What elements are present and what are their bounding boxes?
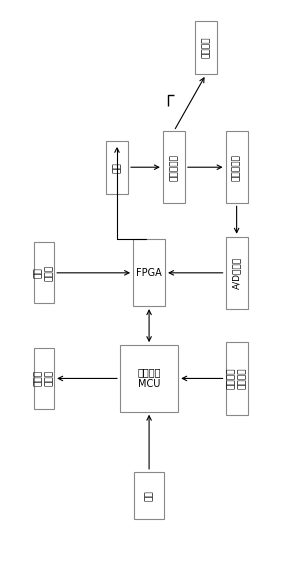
Text: 脉冲: 脉冲	[112, 162, 122, 173]
Text: 显示器
存储器: 显示器 存储器	[34, 371, 54, 387]
Bar	[134, 471, 164, 519]
Text: FPGA: FPGA	[136, 268, 162, 278]
Bar	[195, 21, 217, 74]
Bar	[34, 242, 54, 303]
Bar	[133, 240, 165, 306]
Bar	[106, 141, 128, 193]
Bar	[226, 237, 247, 309]
Bar	[226, 342, 247, 415]
Bar	[34, 348, 54, 409]
Bar	[163, 131, 185, 203]
Text: 前置放大器: 前置放大器	[232, 154, 241, 181]
Text: 键盘: 键盘	[145, 490, 154, 500]
Bar	[226, 131, 247, 203]
Text: 电容电阻
检测装置: 电容电阻 检测装置	[227, 368, 246, 389]
Text: 待测电缆: 待测电缆	[202, 37, 210, 58]
Text: 收发耦合器: 收发耦合器	[169, 154, 178, 181]
Text: 采样
存储器: 采样 存储器	[34, 265, 54, 281]
Text: A/D转换器: A/D转换器	[232, 256, 241, 289]
Bar	[120, 345, 178, 412]
Text: 主处理器
MCU: 主处理器 MCU	[137, 368, 161, 389]
